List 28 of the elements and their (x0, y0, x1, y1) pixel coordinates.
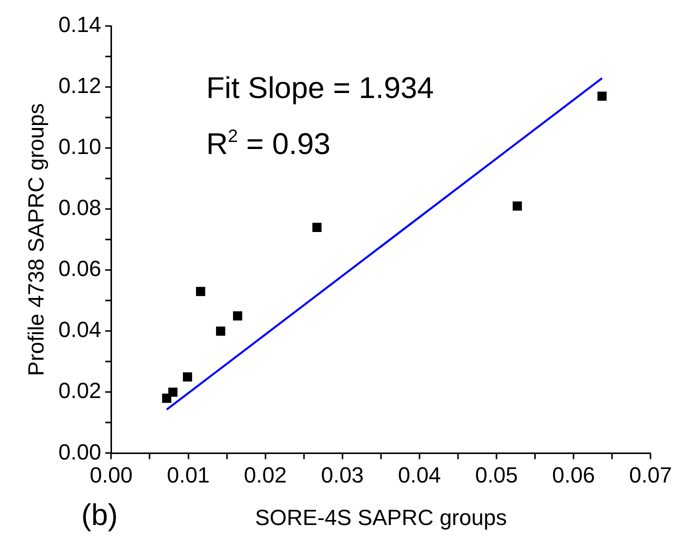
y-tick-label: 0.10 (58, 134, 102, 160)
x-tick-label: 0.00 (90, 462, 133, 488)
point (196, 286, 206, 296)
point (216, 326, 226, 336)
annotation: Fit Slope = 1.934 (206, 72, 434, 105)
x-tick-label: 0.07 (629, 462, 672, 488)
y-tick-label: 0.12 (58, 73, 102, 98)
x-tick-label: 0.03 (320, 462, 364, 488)
y-tick-label: 0.04 (58, 317, 102, 342)
point (597, 92, 607, 101)
point (168, 388, 178, 397)
y-tick-label: 0.08 (58, 195, 102, 220)
y-axis-title: Profile 4738 SAPRC groups (23, 103, 48, 376)
x-tick-label: 0.06 (552, 462, 595, 488)
y-tick-label: 0.02 (58, 378, 102, 404)
point (512, 201, 522, 211)
x-tick-label: 0.01 (166, 462, 210, 488)
x-tick-label: 0.05 (475, 462, 518, 488)
text: (b) (81, 499, 118, 532)
x-tick-label: 0.02 (244, 462, 287, 488)
y-tick-label: 0.14 (58, 12, 102, 38)
y-tick-label: 0.00 (58, 439, 102, 464)
point (182, 372, 192, 382)
y-tick-label: 0.06 (58, 256, 102, 282)
x-tick-label: 0.04 (398, 462, 441, 488)
point (232, 311, 242, 320)
point (312, 222, 322, 232)
x-axis-title: SORE-4S SAPRC groups (254, 504, 507, 530)
